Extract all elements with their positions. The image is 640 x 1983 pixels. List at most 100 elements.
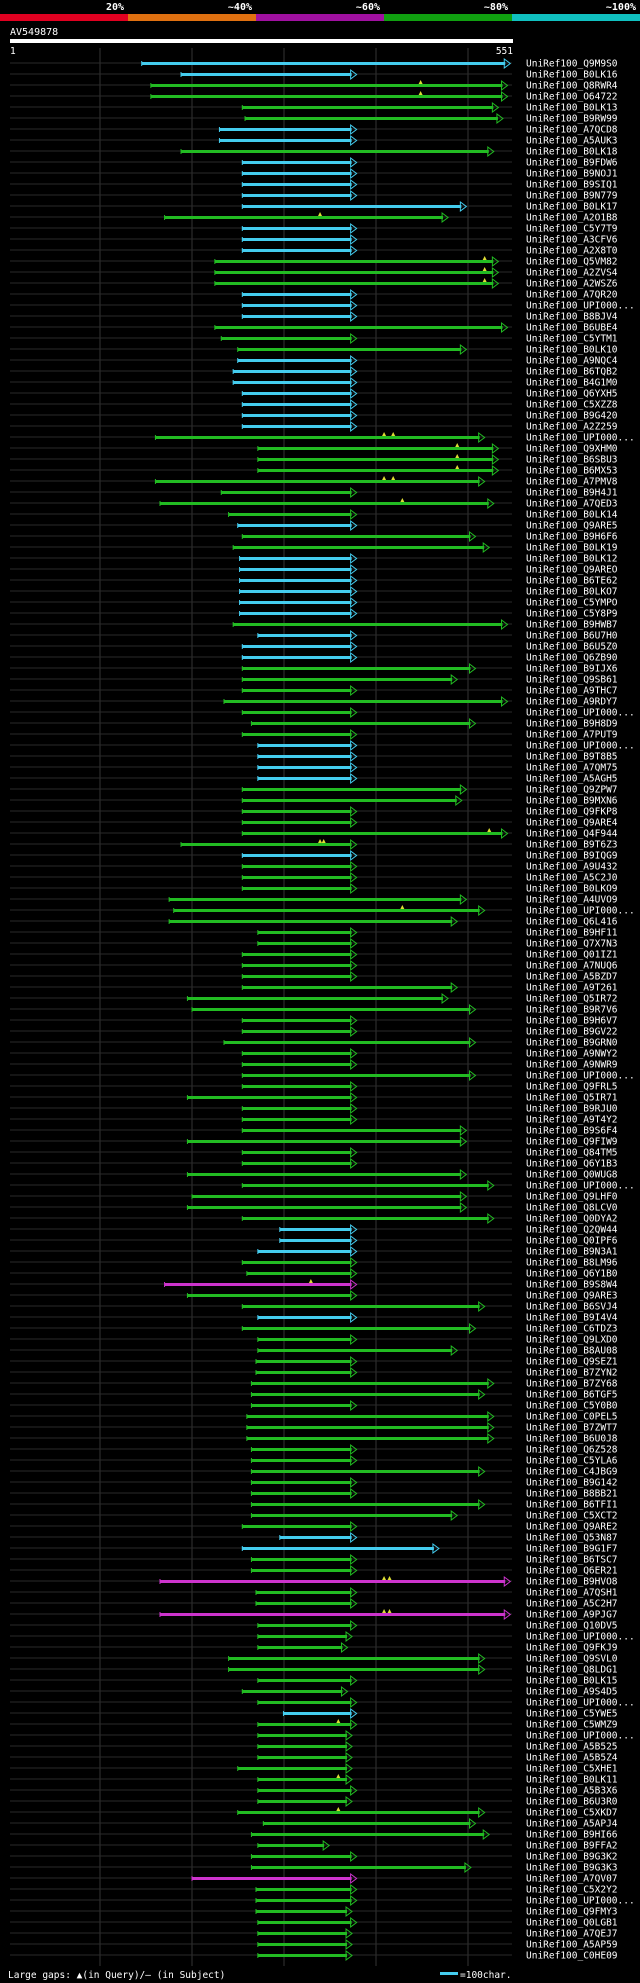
hit-label[interactable]: UniRef100_B0LK18 (526, 147, 618, 158)
hit-label[interactable]: UniRef100_C5XCT2 (526, 1511, 618, 1522)
hit-label[interactable]: UniRef100_Q0WUG8 (526, 1170, 618, 1181)
alignment-row[interactable]: UniRef100_B6U5Z0 (10, 641, 618, 653)
hit-label[interactable]: UniRef100_B9FDW6 (526, 158, 618, 169)
hit-label[interactable]: UniRef100_B9T8B5 (526, 752, 618, 763)
alignment-row[interactable]: UniRef100_A9NWY2 (10, 1048, 618, 1060)
hit-label[interactable]: UniRef100_Q9FKJ9 (526, 1643, 618, 1654)
alignment-row[interactable]: UniRef100_UPI000... (10, 1697, 635, 1709)
hit-label[interactable]: UniRef100_Q10DV5 (526, 1621, 618, 1632)
hit-label[interactable]: UniRef100_Q6YXH5 (526, 389, 618, 400)
hit-label[interactable]: UniRef100_B6SVJ4 (526, 1302, 618, 1313)
alignment-row[interactable]: UniRef100_C5XHE1 (10, 1763, 618, 1775)
hit-label[interactable]: UniRef100_B9IJX6 (526, 664, 618, 675)
hit-label[interactable]: UniRef100_B0LK19 (526, 543, 618, 554)
alignment-row[interactable]: UniRef100_UPI000... (10, 1895, 635, 1907)
alignment-row[interactable]: UniRef100_B9S6F4 (10, 1125, 618, 1137)
alignment-row[interactable]: UniRef100_B9RW99 (10, 113, 618, 125)
alignment-row[interactable]: UniRef100_Q9ARE5 (10, 520, 618, 532)
alignment-row[interactable]: UniRef100_B7ZWT7 (10, 1422, 618, 1434)
hit-label[interactable]: UniRef100_C6TDZ3 (526, 1324, 618, 1335)
hit-label[interactable]: UniRef100_A7QEJ7 (526, 1929, 618, 1940)
hit-label[interactable]: UniRef100_Q9ARE3 (526, 1291, 618, 1302)
hit-label[interactable]: UniRef100_Q5IR71 (526, 1093, 618, 1104)
alignment-row[interactable]: UniRef100_A5APJ4 (10, 1818, 618, 1830)
alignment-row[interactable]: UniRef100_Q8LDG1 (10, 1664, 618, 1676)
hit-label[interactable]: UniRef100_A9THC7 (526, 686, 618, 697)
alignment-row[interactable]: UniRef100_B0LK18 (10, 146, 618, 158)
alignment-row[interactable]: UniRef100_A5C2J0 (10, 872, 618, 884)
alignment-row[interactable]: UniRef100_Q9LXD0 (10, 1334, 618, 1346)
alignment-row[interactable]: UniRef100_UPI000... (10, 1070, 635, 1082)
alignment-row[interactable]: UniRef100_Q6Z528 (10, 1444, 618, 1456)
alignment-row[interactable]: UniRef100_B8AU08 (10, 1345, 618, 1357)
hit-label[interactable]: UniRef100_B9G420 (526, 411, 618, 422)
alignment-row[interactable]: UniRef100_Q9FKP8 (10, 806, 618, 818)
hit-label[interactable]: UniRef100_B0LK12 (526, 554, 618, 565)
hit-label[interactable]: UniRef100_Q6Y1B0 (526, 1269, 618, 1280)
hit-label[interactable]: UniRef100_B9MXN6 (526, 796, 618, 807)
hit-label[interactable]: UniRef100_B6TSC7 (526, 1555, 618, 1566)
hit-label[interactable]: UniRef100_A3CFV6 (526, 235, 618, 246)
hit-label[interactable]: UniRef100_A9T4Y2 (526, 1115, 618, 1126)
alignment-row[interactable]: UniRef100_B9S8W4 (10, 1279, 618, 1291)
alignment-row[interactable]: UniRef100_B9G142 (10, 1477, 618, 1489)
hit-label[interactable]: UniRef100_Q0IPF6 (526, 1236, 618, 1247)
hit-label[interactable]: UniRef100_B6U5Z0 (526, 642, 618, 653)
hit-label[interactable]: UniRef100_Q9FIW9 (526, 1137, 618, 1148)
hit-label[interactable]: UniRef100_B9H4J1 (526, 488, 618, 499)
hit-label[interactable]: UniRef100_A9U432 (526, 862, 618, 873)
alignment-row[interactable]: UniRef100_B6U0J8 (10, 1433, 618, 1445)
alignment-row[interactable]: UniRef100_A7PUT9 (10, 729, 618, 741)
alignment-row[interactable]: UniRef100_A7QCD8 (10, 124, 618, 136)
alignment-row[interactable]: UniRef100_A9PJG7 (10, 1609, 618, 1621)
alignment-row[interactable]: UniRef100_B8BJV4 (10, 311, 618, 323)
alignment-row[interactable]: UniRef100_Q6ER21 (10, 1565, 618, 1577)
hit-label[interactable]: UniRef100_Q6Y1B3 (526, 1159, 618, 1170)
alignment-row[interactable]: UniRef100_B9HF11 (10, 927, 618, 939)
alignment-row[interactable]: UniRef100_Q9ARE2 (10, 1521, 618, 1533)
alignment-row[interactable]: UniRef100_C5Y7T9 (10, 223, 618, 235)
hit-label[interactable]: UniRef100_B7ZWT7 (526, 1423, 618, 1434)
hit-label[interactable]: UniRef100_C5YWE5 (526, 1709, 618, 1720)
hit-label[interactable]: UniRef100_Q9XHM0 (526, 444, 618, 455)
alignment-row[interactable]: UniRef100_B9T6Z3 (10, 839, 618, 851)
hit-label[interactable]: UniRef100_B9HVO8 (526, 1577, 618, 1588)
hit-label[interactable]: UniRef100_A7NUQ6 (526, 961, 618, 972)
hit-label[interactable]: UniRef100_O64722 (526, 92, 618, 103)
alignment-row[interactable]: UniRef100_B9GRN0 (10, 1037, 618, 1049)
alignment-row[interactable]: UniRef100_B9H6V7 (10, 1015, 618, 1027)
hit-label[interactable]: UniRef100_UPI000... (526, 433, 635, 444)
hit-label[interactable]: UniRef100_C5WMZ9 (526, 1720, 618, 1731)
hit-label[interactable]: UniRef100_Q6ER21 (526, 1566, 618, 1577)
alignment-row[interactable]: UniRef100_Q01IZ1 (10, 949, 618, 961)
hit-label[interactable]: UniRef100_UPI000... (526, 1071, 635, 1082)
hit-label[interactable]: UniRef100_Q9AREO (526, 565, 618, 576)
alignment-row[interactable]: UniRef100_Q9LHF0 (10, 1191, 618, 1203)
hit-label[interactable]: UniRef100_B9I4V4 (526, 1313, 618, 1324)
alignment-row[interactable]: UniRef100_B6TE62 (10, 575, 618, 587)
hit-label[interactable]: UniRef100_UPI000... (526, 906, 635, 917)
alignment-row[interactable]: UniRef100_C5Y8P9 (10, 608, 618, 620)
alignment-row[interactable]: UniRef100_B9T8B5 (10, 751, 618, 763)
alignment-row[interactable]: UniRef100_C5YMPO (10, 597, 618, 609)
alignment-row[interactable]: UniRef100_Q8LCV0 (10, 1202, 618, 1214)
hit-label[interactable]: UniRef100_A5AP59 (526, 1940, 618, 1951)
alignment-row[interactable]: UniRef100_B0LK19 (10, 542, 618, 554)
hit-label[interactable]: UniRef100_B9G3K3 (526, 1863, 618, 1874)
alignment-row[interactable]: UniRef100_B9RJU0 (10, 1103, 618, 1115)
hit-label[interactable]: UniRef100_A9NQC4 (526, 356, 618, 367)
hit-label[interactable]: UniRef100_A7QED3 (526, 499, 618, 510)
hit-label[interactable]: UniRef100_A9PJG7 (526, 1610, 618, 1621)
alignment-row[interactable]: UniRef100_B7ZY68 (10, 1378, 618, 1390)
alignment-row[interactable]: UniRef100_Q9AREO (10, 564, 618, 576)
alignment-row[interactable]: UniRef100_Q9SB61 (10, 674, 618, 686)
alignment-row[interactable]: UniRef100_Q6ZB90 (10, 652, 618, 664)
hit-label[interactable]: UniRef100_C5Y7T9 (526, 224, 618, 235)
hit-label[interactable]: UniRef100_Q9LHF0 (526, 1192, 618, 1203)
hit-label[interactable]: UniRef100_B0LK14 (526, 510, 618, 521)
hit-label[interactable]: UniRef100_C5Y0B0 (526, 1401, 618, 1412)
alignment-row[interactable]: UniRef100_B0LK14 (10, 509, 618, 521)
alignment-row[interactable]: UniRef100_B9G3K3 (10, 1862, 618, 1874)
hit-label[interactable]: UniRef100_B9GV22 (526, 1027, 618, 1038)
hit-label[interactable]: UniRef100_C4JBG9 (526, 1467, 618, 1478)
